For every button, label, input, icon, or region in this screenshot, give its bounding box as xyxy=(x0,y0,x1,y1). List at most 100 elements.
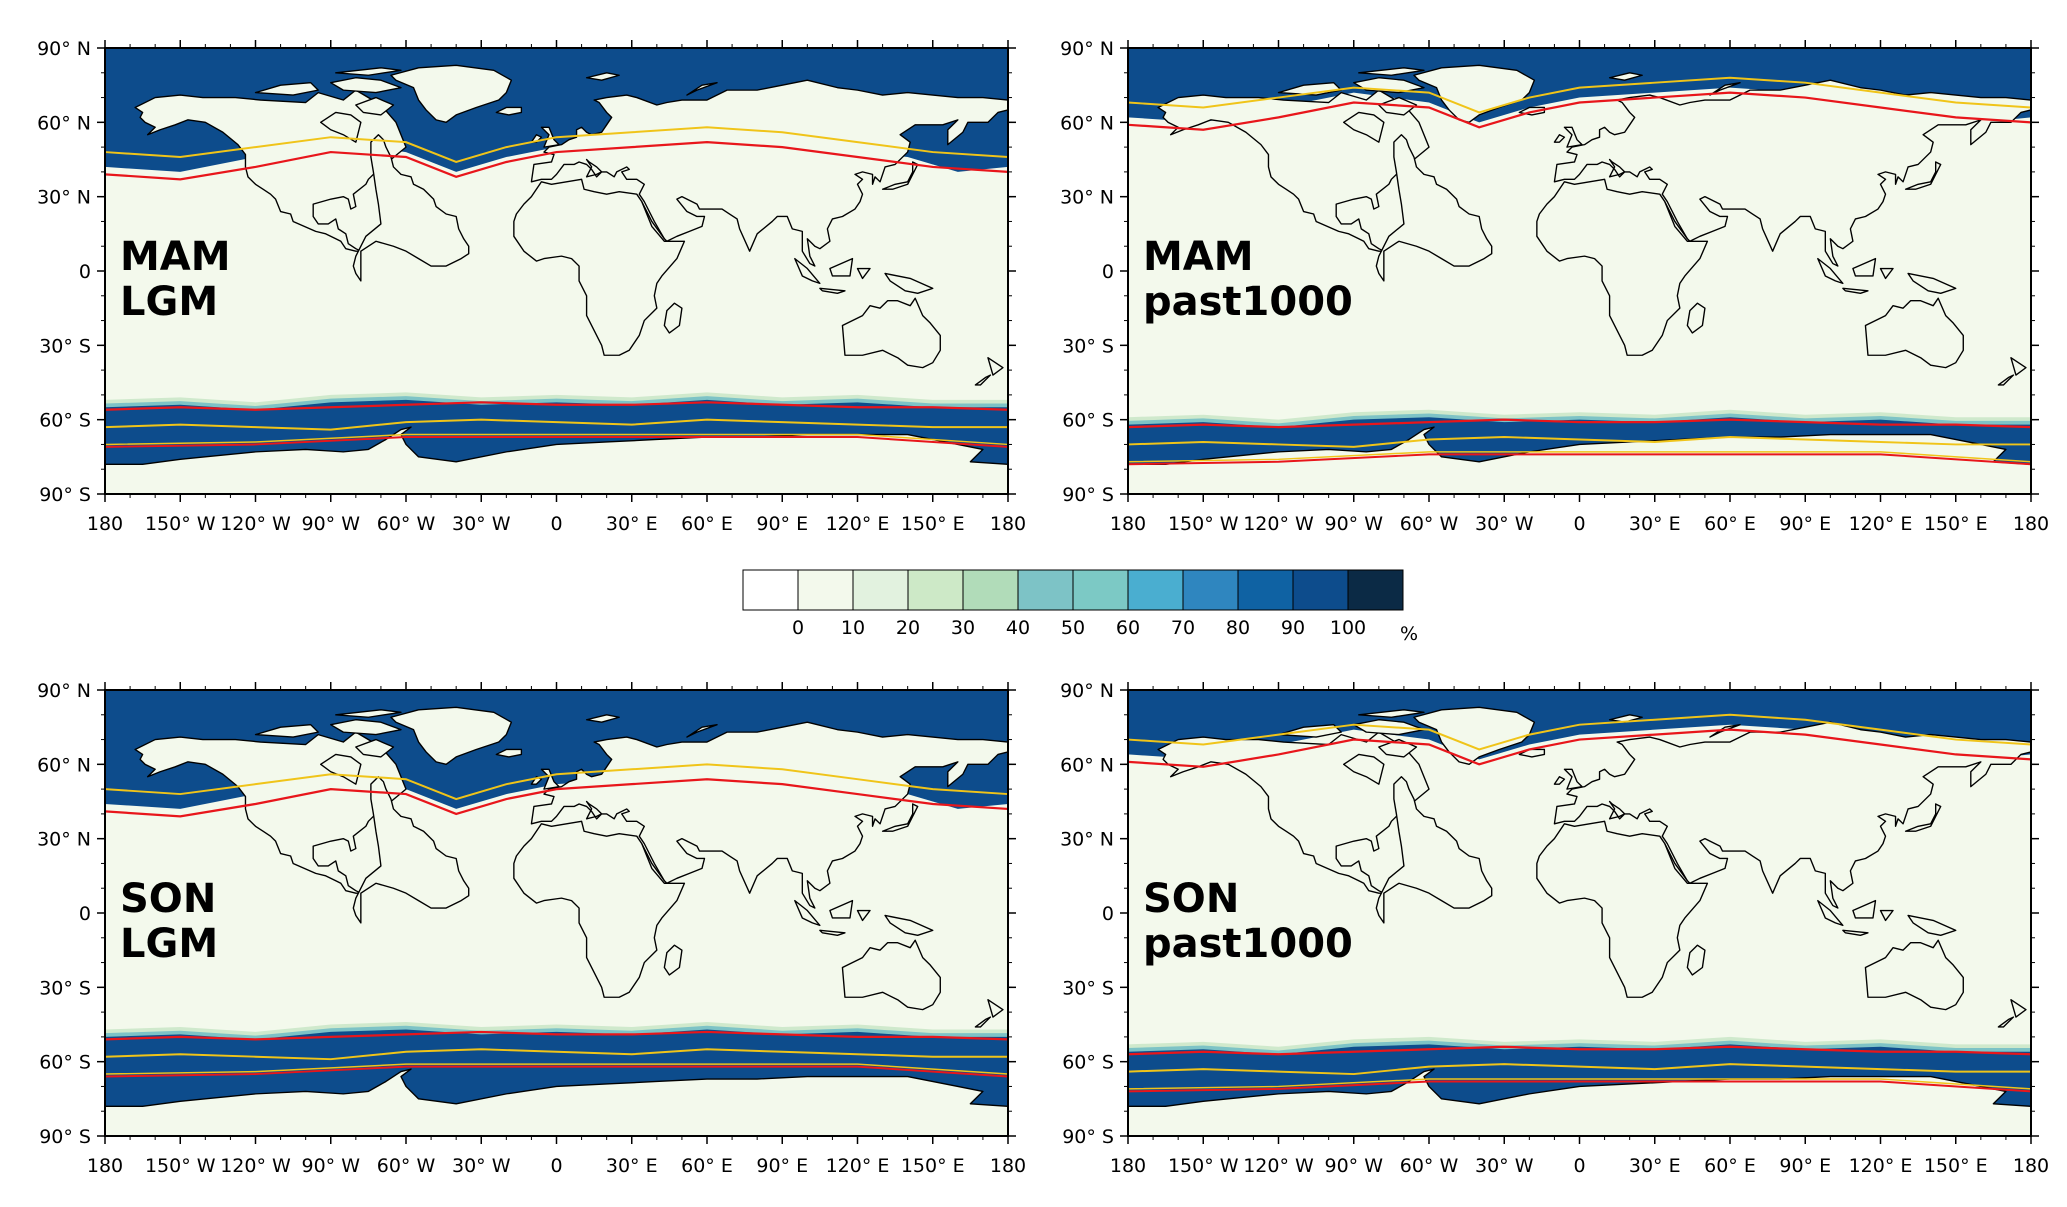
lon-tick-label: 60° E xyxy=(1704,513,1756,535)
lon-tick-label: 30° W xyxy=(452,513,511,535)
lon-tick-label: 150° W xyxy=(145,513,216,535)
lon-tick-label: 180 xyxy=(2013,513,2049,535)
nh-yellow-contour xyxy=(1128,76,2031,114)
lat-tick-label: 30° S xyxy=(39,977,91,999)
lat-tick-label: 30° S xyxy=(39,335,91,357)
lon-tick-label: 0 xyxy=(1573,513,1585,535)
colorbar-swatch xyxy=(1072,569,1129,611)
colorbar-swatch xyxy=(1292,569,1349,611)
lon-tick-label: 120° E xyxy=(826,513,890,535)
sh-yellow-contour xyxy=(1128,436,2031,448)
lon-tick-label: 180 xyxy=(87,513,123,535)
lon-tick-label: 30° W xyxy=(1475,1155,1534,1177)
lat-tick-label: 30° S xyxy=(1062,977,1114,999)
lon-tick-label: 30° E xyxy=(1629,513,1681,535)
lat-tick-label: 30° S xyxy=(1062,335,1114,357)
colorbar-label: 30 xyxy=(951,617,975,639)
map-panel-son-past1000: 90° N 60° N 30° N 0 30° S 60° S 90° S 180 150° W… xyxy=(1060,680,2049,1177)
lat-tick-label: 90° N xyxy=(37,680,91,702)
sh-yellow-contour xyxy=(1128,1063,2031,1076)
sh-red-contour xyxy=(1128,418,2031,429)
map-panel-son-lgm: 90° N 60° N 30° N 0 30° S 60° S 90° S 180 150° W… xyxy=(37,680,1026,1177)
lat-tick-label: 60° S xyxy=(39,1052,91,1074)
nh-yellow-contour xyxy=(105,763,1008,801)
lon-tick-label: 90° W xyxy=(301,1155,360,1177)
lon-tick-label: 120° W xyxy=(220,1155,291,1177)
sh-red-contour xyxy=(1128,1045,2031,1056)
lon-tick-label: 30° E xyxy=(606,1155,658,1177)
lon-tick-label: 0 xyxy=(550,1155,562,1177)
lon-tick-label: 150° E xyxy=(1924,513,1988,535)
lon-tick-label: 120° E xyxy=(1849,1155,1913,1177)
colorbar-swatch xyxy=(1127,569,1184,611)
lon-tick-label: 150° W xyxy=(145,1155,216,1177)
lon-tick-label: 90° E xyxy=(756,1155,808,1177)
nh-sea-ice xyxy=(1128,48,2031,123)
lon-tick-label: 30° E xyxy=(1629,1155,1681,1177)
lon-tick-label: 180 xyxy=(1110,513,1146,535)
lon-tick-label: 90° W xyxy=(301,513,360,535)
colorbar-label: 70 xyxy=(1171,617,1195,639)
lon-tick-label: 120° E xyxy=(826,1155,890,1177)
sh-yellow-contour xyxy=(105,1048,1008,1061)
lat-tick-label: 0 xyxy=(1102,261,1114,283)
lon-tick-label: 120° E xyxy=(1849,513,1913,535)
panel-season-label: MAM xyxy=(120,234,231,280)
map-panel-mam-lgm: 90° N 60° N 30° N 0 30° S 60° S 90° S 180 150° W… xyxy=(37,38,1026,535)
colorbar-label: 20 xyxy=(896,617,920,639)
lon-tick-label: 0 xyxy=(550,513,562,535)
lon-tick-label: 60° E xyxy=(681,513,733,535)
lon-tick-label: 120° W xyxy=(1243,1155,1314,1177)
lat-tick-label: 60° S xyxy=(1062,1052,1114,1074)
lon-tick-label: 150° E xyxy=(901,513,965,535)
colorbar-swatch xyxy=(907,569,964,611)
lon-tick-label: 150° E xyxy=(1924,1155,1988,1177)
lat-tick-label: 60° S xyxy=(1062,410,1114,432)
panel-experiment-label: past1000 xyxy=(1143,279,1353,325)
lon-tick-label: 180 xyxy=(2013,1155,2049,1177)
panel-experiment-label: past1000 xyxy=(1143,921,1353,967)
colorbar-swatch xyxy=(742,569,799,611)
colorbar-label: 10 xyxy=(841,617,865,639)
lon-tick-label: 180 xyxy=(990,1155,1026,1177)
lon-tick-label: 90° E xyxy=(1779,1155,1831,1177)
lat-tick-label: 90° N xyxy=(1060,38,1114,60)
colorbar-label: 40 xyxy=(1006,617,1030,639)
lat-tick-label: 0 xyxy=(79,261,91,283)
nh-red-contour xyxy=(1128,91,2031,131)
nh-yellow-contour xyxy=(105,126,1008,164)
lon-tick-label: 90° W xyxy=(1324,1155,1383,1177)
colorbar-swatch xyxy=(962,569,1019,611)
lat-tick-label: 60° N xyxy=(37,112,91,134)
panel-experiment-label: LGM xyxy=(120,279,218,325)
lon-tick-label: 30° E xyxy=(606,513,658,535)
panel-season-label: SON xyxy=(1143,876,1239,922)
colorbar-swatch xyxy=(1237,569,1294,611)
lat-tick-label: 90° S xyxy=(39,1126,91,1148)
lat-tick-label: 30° N xyxy=(1060,187,1114,209)
lat-tick-label: 60° N xyxy=(1060,754,1114,776)
lon-tick-label: 180 xyxy=(990,513,1026,535)
lon-tick-label: 90° E xyxy=(1779,513,1831,535)
nh-yellow-contour xyxy=(1128,713,2031,751)
colorbar-label: 60 xyxy=(1116,617,1140,639)
lon-tick-label: 60° E xyxy=(1704,1155,1756,1177)
colorbar-swatch xyxy=(1017,569,1074,611)
colorbar: 0 10 20 30 40 50 60 70 80 90 100% xyxy=(742,569,1418,645)
nh-red-contour xyxy=(105,141,1008,181)
lon-tick-label: 90° E xyxy=(756,513,808,535)
lat-tick-label: 90° N xyxy=(1060,680,1114,702)
lon-tick-label: 30° W xyxy=(1475,513,1534,535)
lat-tick-label: 0 xyxy=(79,903,91,925)
lon-tick-label: 180 xyxy=(87,1155,123,1177)
lon-tick-label: 60° W xyxy=(1400,1155,1459,1177)
lon-tick-label: 150° E xyxy=(901,1155,965,1177)
lat-tick-label: 30° N xyxy=(37,829,91,851)
map-panel-mam-past1000: 90° N 60° N 30° N 0 30° S 60° S 90° S 180 150° W… xyxy=(1060,38,2049,535)
panel-season-label: SON xyxy=(120,876,216,922)
lon-tick-label: 60° W xyxy=(377,513,436,535)
colorbar-unit: % xyxy=(1400,623,1418,645)
nh-red-contour xyxy=(1128,728,2031,768)
colorbar-swatch xyxy=(1182,569,1239,611)
colorbar-swatch xyxy=(1347,569,1404,611)
